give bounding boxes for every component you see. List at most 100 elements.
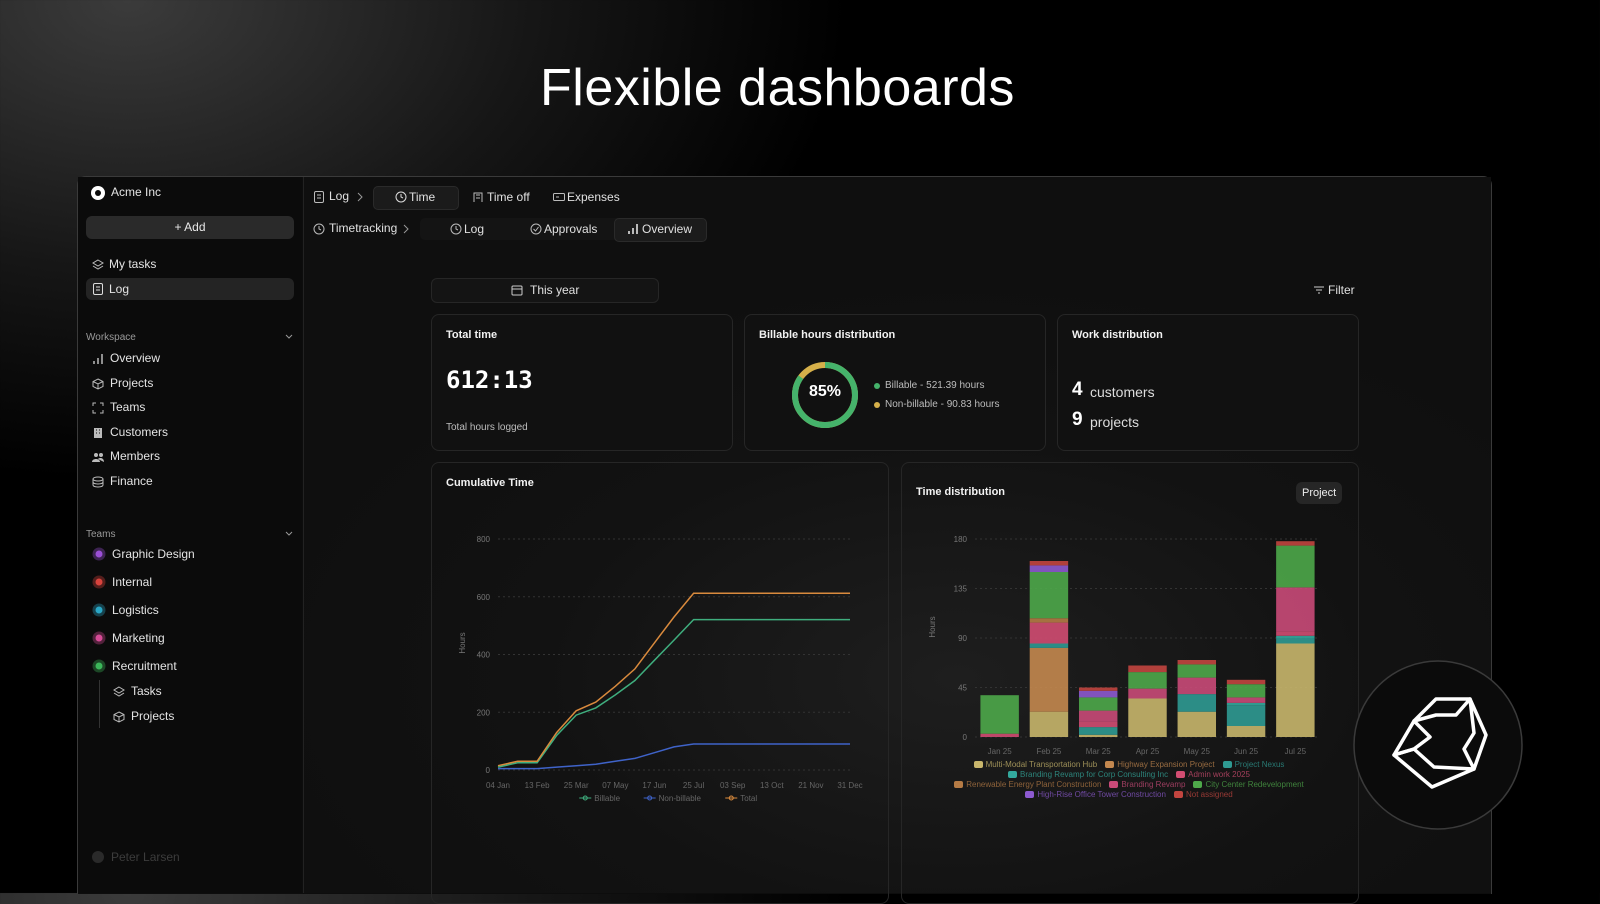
- legend-label: Non-billable: [659, 794, 702, 803]
- x-tick-label: May 25: [1184, 747, 1211, 756]
- bar-segment: [1078, 721, 1118, 728]
- icon: [1314, 286, 1324, 294]
- bar-segment: [1029, 643, 1069, 648]
- legend-marker: [582, 795, 588, 801]
- icon: [628, 224, 638, 234]
- icon: [553, 193, 565, 201]
- bar-segment: [1078, 710, 1118, 722]
- bar-segment: [1177, 664, 1217, 678]
- y-tick-label: 600: [477, 593, 491, 602]
- legend-label: Highway Expansion Project: [1117, 760, 1215, 769]
- caption: Total hours logged: [446, 422, 528, 433]
- chevron[interactable]: [285, 530, 293, 538]
- nav-item[interactable]: Logistics: [112, 603, 159, 618]
- legend-label: Project Nexus: [1234, 760, 1285, 769]
- bar-segment: [1029, 711, 1069, 737]
- card-title: Billable hours distribution: [759, 329, 896, 341]
- tab[interactable]: Approvals: [544, 222, 598, 236]
- add-button[interactable]: + Add: [86, 216, 294, 239]
- chevron[interactable]: [285, 333, 293, 341]
- nav-item[interactable]: Overview: [110, 351, 161, 365]
- headline: Flexible dashboards: [540, 59, 1015, 117]
- bar-segment: [1276, 638, 1315, 644]
- bar-segment: [1078, 727, 1118, 735]
- tab[interactable]: Time: [409, 190, 436, 204]
- icon: [92, 476, 104, 488]
- bar-segment: [1029, 572, 1069, 619]
- nav-item[interactable]: Internal: [112, 575, 153, 590]
- y-axis-label: Hours: [458, 632, 467, 653]
- chart-title: Time distribution: [916, 486, 1006, 498]
- x-tick-label: 04 Jan: [486, 781, 510, 790]
- bar-segment: [1177, 677, 1217, 695]
- nav-item[interactable]: Tasks: [131, 684, 162, 698]
- legend-swatch: [1173, 791, 1183, 798]
- line-series: [497, 618, 850, 768]
- y-tick-label: 0: [963, 733, 968, 742]
- brand-badge: [1353, 660, 1523, 830]
- bar-segment: [1128, 665, 1167, 673]
- y-tick-label: 90: [958, 634, 967, 643]
- tab[interactable]: Time off: [487, 190, 530, 204]
- legend-marker: [647, 795, 653, 801]
- x-tick-label: 25 Mar: [564, 781, 589, 790]
- legend-item: High-Rise Office Tower Construction: [1025, 790, 1166, 799]
- tab[interactable]: Expenses: [567, 190, 620, 204]
- nav-item[interactable]: Finance: [110, 474, 153, 488]
- legend-swatch: [1109, 781, 1119, 788]
- user-name[interactable]: Peter Larsen: [111, 850, 180, 864]
- icon: [313, 223, 325, 235]
- bar-segment: [1029, 647, 1069, 712]
- bar-segment: [1226, 697, 1266, 703]
- projects-label: projects: [1090, 414, 1140, 430]
- nav-item[interactable]: Projects: [131, 709, 175, 723]
- x-tick-label: 07 May: [602, 781, 628, 790]
- bar-segment: [1128, 698, 1167, 737]
- x-tick-label: Feb 25: [1036, 747, 1061, 756]
- nav-item[interactable]: Members: [110, 449, 161, 464]
- nav-item[interactable]: Projects: [110, 375, 154, 390]
- chevron: [357, 192, 363, 202]
- x-tick-label: 25 Jul: [683, 781, 705, 790]
- bar-segment: [1276, 587, 1315, 632]
- nav-item[interactable]: Recruitment: [112, 659, 177, 674]
- team-icon: [92, 547, 106, 561]
- legend-label: Total: [740, 794, 757, 803]
- y-tick-label: 200: [477, 708, 491, 717]
- org-name[interactable]: Acme Inc: [111, 185, 162, 199]
- nav-item[interactable]: Marketing: [112, 631, 165, 646]
- x-tick-label: 17 Jun: [642, 781, 666, 790]
- bar-chart: 0 45 90 135 180 Hours Jan 25 Feb 25 Mar 25 Apr 25…: [928, 535, 1320, 756]
- legend: Multi-Modal Transportation Hub Highway Ex…: [931, 760, 1327, 799]
- bar-segment: [1078, 687, 1118, 691]
- icon: [92, 402, 104, 414]
- breadcrumb[interactable]: Log: [329, 189, 350, 203]
- legend-item: Branding Revamp: [1109, 780, 1185, 789]
- legend-swatch: [954, 781, 964, 788]
- group-by-button[interactable]: Project: [1296, 482, 1343, 504]
- bar-segment: [1177, 660, 1217, 665]
- legend-item: Not assigned: [1173, 790, 1233, 799]
- nav-item[interactable]: Log: [109, 282, 130, 296]
- nav-item[interactable]: My tasks: [109, 257, 157, 271]
- team-icon: [92, 603, 106, 617]
- bar-segment: [1276, 631, 1315, 636]
- card: [744, 314, 1046, 451]
- period-picker[interactable]: [431, 278, 659, 303]
- card: [431, 314, 733, 451]
- nav-item[interactable]: Teams: [110, 400, 146, 415]
- icon: [395, 191, 407, 203]
- bar-segment: [1078, 690, 1118, 698]
- breadcrumb[interactable]: Timetracking: [329, 221, 398, 235]
- icon: [530, 223, 542, 235]
- legend-swatch: [1193, 781, 1203, 788]
- legend-label: Branding Revamp: [1121, 780, 1186, 789]
- filter-button[interactable]: Filter: [1328, 283, 1355, 297]
- nav-item[interactable]: Customers: [110, 424, 169, 439]
- tab[interactable]: Log: [464, 222, 485, 236]
- y-tick-label: 0: [486, 766, 491, 775]
- nav-item[interactable]: Graphic Design: [112, 547, 195, 561]
- avatar: [92, 851, 104, 863]
- tab[interactable]: Overview: [642, 222, 693, 236]
